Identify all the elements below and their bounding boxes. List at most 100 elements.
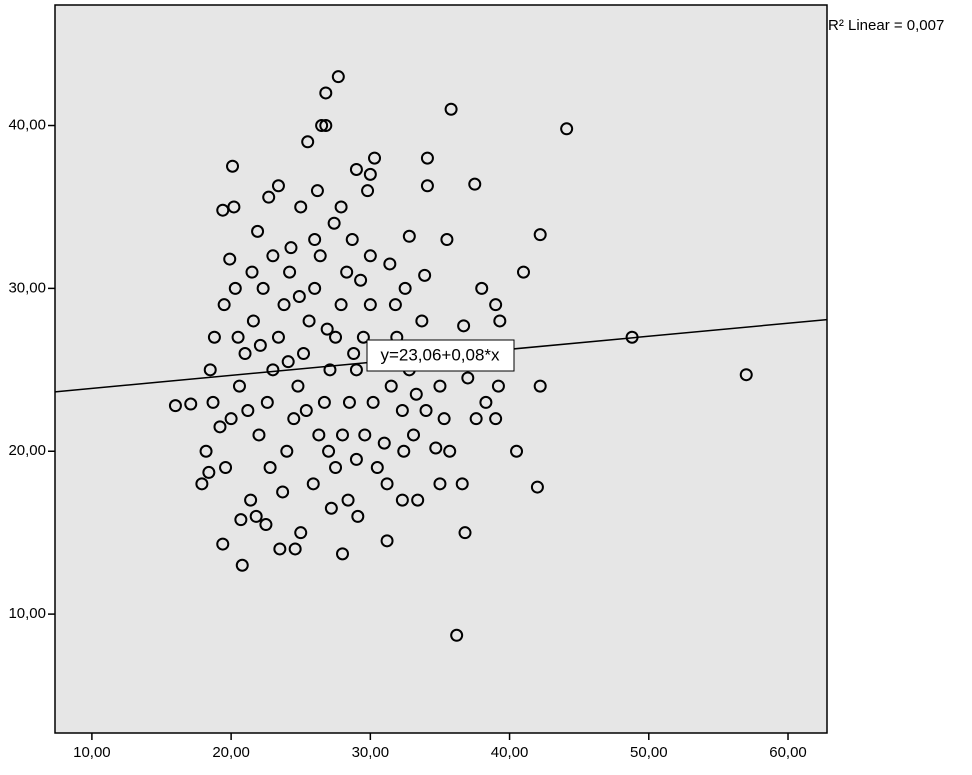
point <box>260 395 274 409</box>
point <box>294 200 308 214</box>
point <box>368 151 382 165</box>
point <box>195 477 209 491</box>
point <box>440 233 454 247</box>
point <box>356 330 370 344</box>
point <box>489 298 503 312</box>
point <box>533 379 547 393</box>
point <box>226 159 240 173</box>
point <box>283 265 297 279</box>
point <box>450 628 464 642</box>
point <box>206 395 220 409</box>
point <box>739 368 753 382</box>
point <box>238 347 252 361</box>
point <box>313 249 327 263</box>
point <box>418 268 432 282</box>
point <box>363 167 377 181</box>
point <box>329 461 343 475</box>
point <box>358 428 372 442</box>
point <box>341 493 355 507</box>
point <box>370 461 384 475</box>
point <box>297 347 311 361</box>
point <box>292 290 306 304</box>
point <box>199 444 213 458</box>
point <box>288 542 302 556</box>
point <box>383 257 397 271</box>
point <box>202 465 216 479</box>
point <box>276 485 290 499</box>
x-tick-label: 60,00 <box>769 744 807 761</box>
point <box>331 70 345 84</box>
point <box>429 441 443 455</box>
point <box>266 363 280 377</box>
point <box>530 480 544 494</box>
point <box>246 314 260 328</box>
point <box>458 526 472 540</box>
point <box>363 249 377 263</box>
point <box>308 233 322 247</box>
point <box>249 509 263 523</box>
point <box>207 330 221 344</box>
r2-label: R² Linear = 0,007 <box>828 17 944 34</box>
point <box>380 534 394 548</box>
point <box>287 412 301 426</box>
point <box>395 493 409 507</box>
point <box>299 404 313 418</box>
point <box>219 461 233 475</box>
point <box>334 200 348 214</box>
point <box>213 420 227 434</box>
point <box>262 190 276 204</box>
point <box>397 444 411 458</box>
point <box>231 330 245 344</box>
point <box>510 444 524 458</box>
point <box>461 371 475 385</box>
point <box>301 135 315 149</box>
point <box>259 518 273 532</box>
point <box>291 379 305 393</box>
point <box>398 281 412 295</box>
point <box>395 404 409 418</box>
point <box>457 319 471 333</box>
point <box>335 428 349 442</box>
point <box>455 477 469 491</box>
point <box>516 265 530 279</box>
point <box>340 265 354 279</box>
point <box>253 338 267 352</box>
point <box>320 322 334 336</box>
point <box>361 184 375 198</box>
point <box>312 428 326 442</box>
point <box>281 355 295 369</box>
x-tick-label: 40,00 <box>491 744 529 761</box>
point <box>479 395 493 409</box>
point <box>203 363 217 377</box>
point <box>308 281 322 295</box>
point <box>560 122 574 136</box>
point <box>223 252 237 266</box>
point <box>329 330 343 344</box>
point <box>322 444 336 458</box>
x-tick-label: 30,00 <box>352 744 390 761</box>
point <box>324 501 338 515</box>
y-tick-label: 30,00 <box>8 279 46 296</box>
point <box>443 444 457 458</box>
point <box>280 444 294 458</box>
point <box>234 513 248 527</box>
y-tick-label: 10,00 <box>8 605 46 622</box>
point <box>271 179 285 193</box>
point <box>468 177 482 191</box>
point <box>384 379 398 393</box>
y-tick-label: 40,00 <box>8 116 46 133</box>
point <box>252 428 266 442</box>
point <box>335 547 349 561</box>
point <box>493 314 507 328</box>
point <box>224 412 238 426</box>
fit-label: y=23,06+0,08*x <box>380 345 500 364</box>
point <box>533 228 547 242</box>
point <box>489 412 503 426</box>
point <box>444 102 458 116</box>
point <box>409 387 423 401</box>
point <box>334 298 348 312</box>
point <box>351 509 365 523</box>
point <box>216 203 230 217</box>
point <box>419 404 433 418</box>
